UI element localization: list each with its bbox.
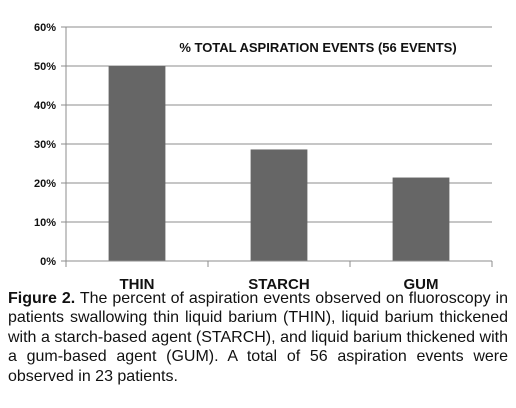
y-tick-label: 20% (34, 178, 56, 190)
bar-thin (108, 66, 166, 261)
x-tick-labels: THIN STARCH GUM (120, 276, 439, 290)
x-tick-label: THIN (120, 276, 155, 290)
y-tick-label: 50% (34, 61, 56, 73)
bar-chart: 0% 10% 20% 30% 40% 50% 60% THIN STARCH GUM % TOT… (34, 22, 493, 290)
y-tick-label: 10% (34, 217, 56, 229)
bar-gum (392, 177, 450, 261)
axes (61, 26, 493, 267)
figure-label: Figure 2. (8, 290, 76, 307)
x-tick-label: STARCH (248, 276, 309, 290)
y-tick-label: 0% (40, 256, 56, 268)
chart-title: % TOTAL ASPIRATION EVENTS (56 EVENTS) (179, 40, 456, 55)
y-tick-label: 30% (34, 139, 56, 151)
figure-caption-text: The percent of aspiration events observe… (8, 290, 508, 385)
bar-starch (250, 149, 308, 261)
figure-caption: Figure 2. The percent of aspiration even… (8, 289, 508, 386)
y-tick-label: 60% (34, 22, 56, 34)
y-tick-label: 40% (34, 100, 56, 112)
bars (108, 66, 450, 261)
x-tick-label: GUM (404, 276, 439, 290)
y-tick-labels: 0% 10% 20% 30% 40% 50% 60% (34, 22, 56, 268)
